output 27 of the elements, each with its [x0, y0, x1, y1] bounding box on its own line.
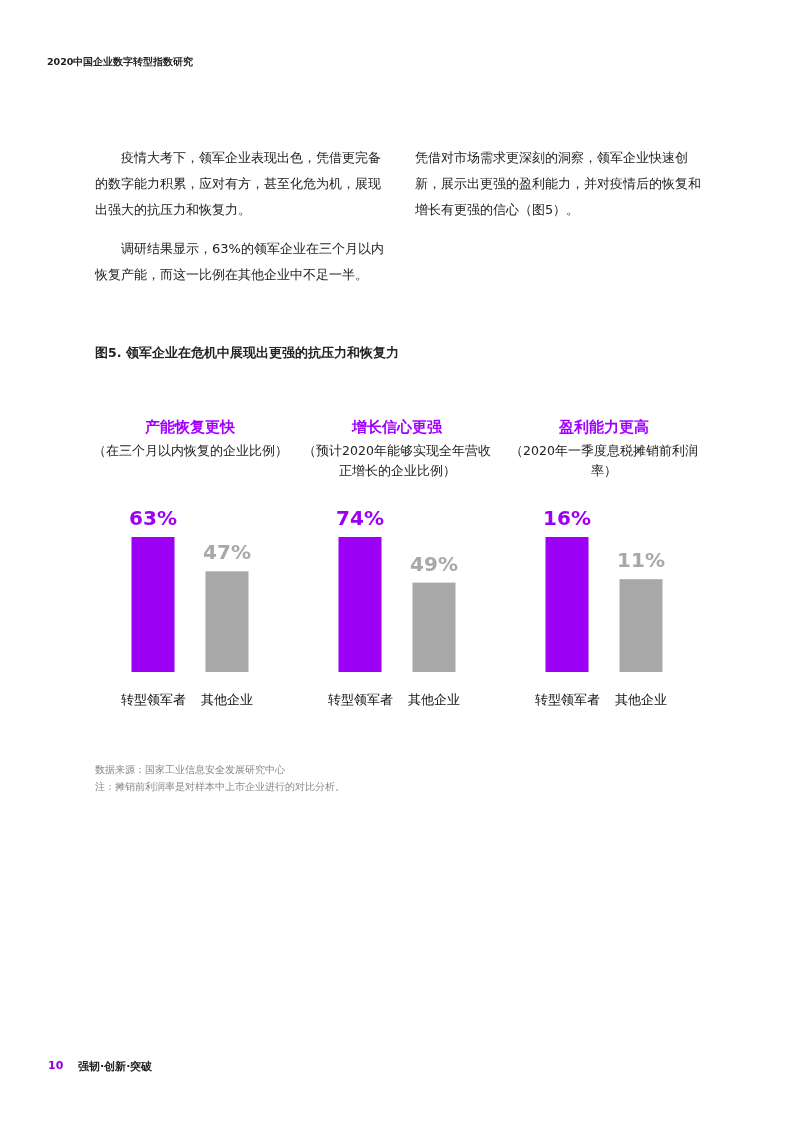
x-tick-label: 其他企业	[201, 692, 253, 707]
text: 10	[48, 1059, 64, 1072]
data-label: 74%	[336, 506, 384, 530]
x-tick-label: 转型领军者	[327, 692, 393, 707]
chart-subtitle: （在三个月以内恢复的企业比例）	[91, 442, 289, 460]
data-label: 16%	[543, 506, 591, 530]
text: 2020中国企业数字转型指数研究	[47, 56, 194, 69]
text: 图5. 领军企业在危机中展现出更强的抗压力和恢复力	[95, 345, 399, 362]
text: 疫情大考下，领军企业表现出色，凭借更完备的数字能力积累，应对有方，甚至化危为机，展现出强大的抗压力和恢复力。	[95, 149, 382, 219]
chart-subtitle: （预计2020年能够实现全年营收正增长的企业比例）	[302, 442, 492, 480]
x-tick-label: 转型领军者	[534, 692, 600, 707]
text: 凭借对市场需求更深刻的洞察，领军企业快速创新，展示出更强的盈利能力，并对疫情后的恢复和增长有更强的信心（图5）。	[415, 149, 702, 219]
chart-title: 盈利能力更高	[558, 418, 650, 437]
chart-subtitle: （2020年一季度息税摊销前利润率）	[509, 442, 699, 480]
text: 强韧·创新·突破	[78, 1059, 153, 1074]
data-label: 11%	[617, 548, 665, 573]
x-tick-label: 其他企业	[615, 692, 667, 707]
text: 调研结果显示，63%的领军企业在三个月以内恢复产能，而这一比例在其他企业中不足一半。	[95, 240, 385, 284]
data-label: 49%	[410, 551, 458, 576]
source-note: 数据来源：国家工业信息安全发展研究中心	[95, 763, 285, 777]
chart-title: 产能恢复更快	[144, 418, 236, 437]
x-tick-label: 其他企业	[408, 692, 460, 707]
data-label: 63%	[129, 506, 177, 530]
chart-title: 增长信心更强	[350, 418, 443, 437]
data-label: 47%	[203, 540, 251, 565]
x-tick-label: 转型领军者	[120, 692, 186, 707]
text: 注：摊销前利润率是对样本中上市企业进行的对比分析。	[95, 780, 345, 794]
